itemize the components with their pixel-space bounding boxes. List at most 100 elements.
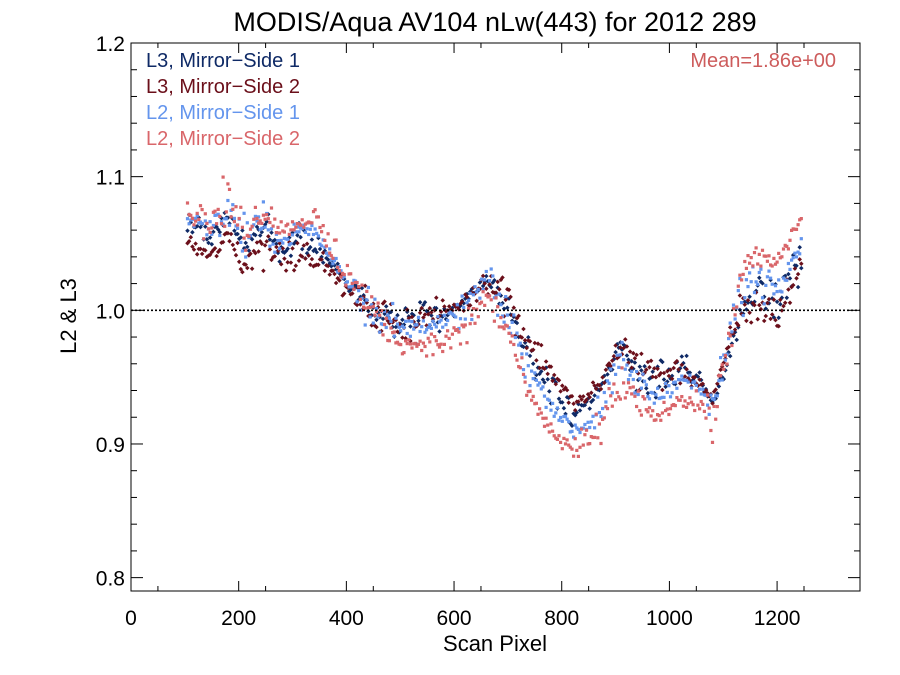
data-point [719,356,723,360]
data-point [743,296,747,300]
data-point [416,342,421,346]
data-point [355,300,359,304]
data-point [761,318,767,324]
data-point [488,279,492,283]
data-point [588,425,592,430]
data-point [266,228,270,232]
data-point [192,224,196,229]
data-point [500,275,505,280]
data-point [673,404,677,408]
data-point [538,381,542,385]
data-point [639,351,644,357]
data-point [754,280,758,284]
data-point [723,353,727,358]
data-point [499,303,503,307]
data-point [769,312,775,317]
data-point [727,337,731,341]
data-point [360,283,364,287]
data-point [415,323,419,327]
legend: L3, Mirror−Side 1 L3, Mirror−Side 2 L2, … [146,50,300,150]
data-point [623,337,628,342]
data-point [427,305,433,311]
data-point [765,300,770,306]
data-point [376,315,380,319]
data-point [326,253,330,257]
data-point [203,212,207,216]
data-point [374,307,379,311]
data-point [320,260,326,265]
data-point [319,257,324,262]
data-point [635,404,639,409]
data-point [631,350,636,356]
data-point [790,258,794,262]
data-point [778,301,783,307]
data-point [695,374,701,379]
x-tick-label: 1200 [754,607,801,630]
data-point [644,386,649,391]
data-point [604,405,608,409]
data-point [754,246,758,250]
data-point [576,399,581,404]
data-point [707,412,711,416]
data-point [598,386,604,392]
data-point [476,315,480,319]
data-point [688,373,692,377]
data-point [491,309,495,313]
data-point [510,320,514,324]
data-point [651,391,655,395]
data-point [190,216,194,220]
data-point [537,365,542,371]
data-point [392,330,396,334]
data-point [656,386,660,390]
data-point [379,309,383,313]
data-point [322,268,328,274]
data-point [410,320,414,324]
data-point [667,412,671,417]
data-point [745,298,751,303]
data-point [484,286,489,291]
data-point [552,434,556,438]
data-point [543,359,549,364]
data-point [668,367,673,373]
data-point [483,278,487,282]
data-point [274,244,279,250]
data-point [607,381,611,385]
data-point [593,386,599,392]
data-point [534,401,538,405]
data-point [720,363,724,367]
data-point [563,414,568,418]
data-point [539,411,543,415]
data-point [473,321,477,325]
data-point [622,381,626,385]
data-point [345,263,349,268]
data-point [320,230,324,234]
data-point [752,302,757,308]
data-point [722,367,726,371]
data-point [439,342,443,346]
data-point [719,374,723,378]
data-point [308,244,313,250]
data-point [331,256,335,260]
data-point [560,419,564,423]
data-point [610,358,615,363]
data-point [232,247,237,252]
data-point [460,323,464,327]
data-point [734,337,739,343]
data-point [200,208,204,212]
data-point [781,247,786,251]
data-point [637,364,643,369]
data-point [773,262,778,266]
data-point [588,442,592,446]
data-point [624,353,630,358]
data-point [454,315,458,319]
data-point [533,371,537,375]
data-point [748,320,754,325]
data-point [765,259,769,263]
data-point [658,370,664,376]
data-point [536,383,540,387]
data-point [590,397,596,403]
data-point [245,233,249,237]
data-point [434,295,439,300]
data-point [303,256,308,261]
data-point [725,362,729,366]
